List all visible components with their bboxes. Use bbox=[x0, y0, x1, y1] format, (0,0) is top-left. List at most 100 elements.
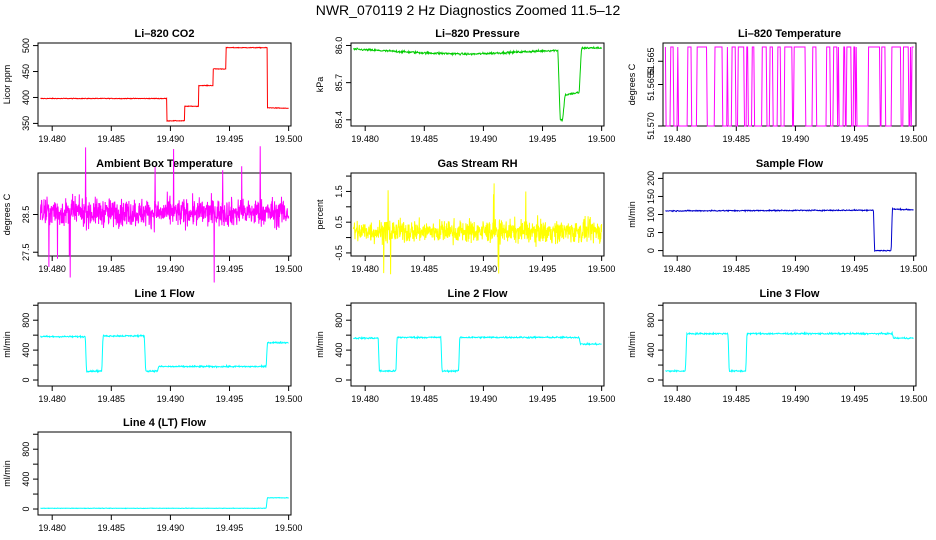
x-tick-label: 19.500 bbox=[588, 394, 616, 404]
x-tick-label: 19.480 bbox=[351, 394, 379, 404]
series-line bbox=[665, 206, 914, 253]
x-tick-label: 19.500 bbox=[900, 394, 928, 404]
y-tick-label: 0 bbox=[21, 507, 31, 512]
series-line bbox=[40, 496, 289, 510]
plot-frame bbox=[662, 302, 917, 387]
x-tick-label: 19.485 bbox=[98, 134, 126, 144]
panel-licor-temp: Li–820 Temperature degrees C 19.480 19.485 1… bbox=[627, 28, 927, 144]
y-tick-label: -0.5 bbox=[334, 245, 344, 261]
y-axis-label: percent bbox=[315, 199, 325, 230]
panel-line2: Line 2 Flow ml/min 19.480 19.485 19.490 19.49… bbox=[315, 288, 615, 404]
series-line bbox=[353, 335, 602, 374]
x-tick-label: 19.490 bbox=[470, 394, 498, 404]
x-tick-label: 19.500 bbox=[588, 134, 616, 144]
y-tick-label: 800 bbox=[334, 313, 344, 328]
y-tick-label: 28.5 bbox=[21, 206, 31, 224]
x-tick-label: 19.485 bbox=[723, 264, 751, 274]
panel-pressure: Li–820 Pressure kPa 19.480 19.485 19.490 19.4… bbox=[315, 28, 615, 144]
plot-frame bbox=[350, 42, 605, 127]
x-tick-label: 19.480 bbox=[38, 264, 66, 274]
y-tick-label: 0.5 bbox=[334, 216, 344, 229]
x-tick-label: 19.490 bbox=[157, 523, 185, 533]
y-tick-label: 400 bbox=[21, 90, 31, 105]
y-tick-label: 400 bbox=[21, 472, 31, 487]
y-tick-label: 85.7 bbox=[334, 74, 344, 92]
panel-line4: Line 4 (LT) Flow ml/min 19.480 19.485 19.490… bbox=[2, 417, 302, 533]
plot-frame bbox=[662, 42, 917, 127]
x-tick-label: 19.500 bbox=[275, 134, 303, 144]
x-tick-label: 19.485 bbox=[98, 523, 126, 533]
panel-title: Line 2 Flow bbox=[448, 288, 508, 300]
x-tick-label: 19.500 bbox=[275, 264, 303, 274]
y-tick-label: 0 bbox=[334, 378, 344, 383]
x-tick-label: 19.490 bbox=[782, 394, 810, 404]
y-axis-label: ml/min bbox=[627, 331, 637, 358]
x-tick-label: 19.480 bbox=[38, 523, 66, 533]
panel-title: Sample Flow bbox=[756, 158, 824, 170]
panel-line1: Line 1 Flow ml/min 19.480 19.485 19.490 19.49… bbox=[2, 288, 302, 404]
panel-box-temp: Ambient Box Temperature degrees C 19.480 19… bbox=[2, 146, 303, 283]
y-tick-label: 51.5655 bbox=[646, 68, 656, 101]
y-tick-label: 0 bbox=[21, 378, 31, 383]
x-tick-label: 19.495 bbox=[529, 134, 557, 144]
y-axis-label: ml/min bbox=[315, 331, 325, 358]
x-tick-label: 19.495 bbox=[529, 394, 557, 404]
panel-rh: Gas Stream RH percent 19.480 19.485 19.490 19… bbox=[315, 158, 615, 275]
x-tick-label: 19.500 bbox=[900, 134, 928, 144]
panel-title: Gas Stream RH bbox=[437, 158, 517, 170]
panel-title: Li–820 CO2 bbox=[135, 28, 195, 40]
y-tick-label: 400 bbox=[21, 343, 31, 358]
x-tick-label: 19.480 bbox=[663, 134, 691, 144]
panel-line3: Line 3 Flow ml/min 19.480 19.485 19.490 19.49… bbox=[627, 288, 927, 404]
y-axis-label: Licor ppm bbox=[2, 65, 12, 105]
y-tick-label: 50 bbox=[646, 228, 656, 238]
x-tick-label: 19.495 bbox=[216, 394, 244, 404]
x-tick-label: 19.485 bbox=[723, 394, 751, 404]
y-tick-label: 51.565 bbox=[646, 47, 656, 75]
panel-title: Li–820 Pressure bbox=[435, 28, 519, 40]
series-line bbox=[665, 330, 914, 373]
x-tick-label: 19.485 bbox=[411, 264, 439, 274]
y-tick-label: 800 bbox=[646, 313, 656, 328]
x-tick-label: 19.495 bbox=[216, 134, 244, 144]
y-tick-label: 150 bbox=[646, 189, 656, 204]
y-axis-label: ml/min bbox=[627, 201, 637, 228]
x-tick-label: 19.495 bbox=[841, 134, 869, 144]
panel-title: Line 3 Flow bbox=[760, 288, 820, 300]
plot-frame bbox=[37, 302, 292, 387]
y-tick-label: 1.5 bbox=[334, 185, 344, 198]
y-axis-label: ml/min bbox=[2, 460, 12, 487]
y-axis-label: degrees C bbox=[2, 193, 12, 235]
x-tick-label: 19.480 bbox=[351, 264, 379, 274]
x-tick-label: 19.485 bbox=[411, 134, 439, 144]
x-tick-label: 19.500 bbox=[900, 264, 928, 274]
y-tick-label: 800 bbox=[21, 442, 31, 457]
y-tick-label: 100 bbox=[646, 207, 656, 222]
y-tick-label: 500 bbox=[21, 38, 31, 53]
x-tick-label: 19.490 bbox=[157, 264, 185, 274]
x-tick-label: 19.480 bbox=[351, 134, 379, 144]
plot-frame bbox=[350, 172, 605, 257]
x-tick-label: 19.495 bbox=[841, 264, 869, 274]
y-tick-label: 86.0 bbox=[334, 37, 344, 55]
series-line bbox=[39, 146, 290, 283]
page-title: NWR_070119 2 Hz Diagnostics Zoomed 11.5–… bbox=[315, 2, 621, 18]
x-tick-label: 19.495 bbox=[841, 394, 869, 404]
y-tick-label: 85.4 bbox=[334, 111, 344, 129]
y-tick-label: 0 bbox=[646, 248, 656, 253]
series-line bbox=[664, 46, 914, 127]
plot-frame bbox=[37, 431, 292, 516]
x-tick-label: 19.500 bbox=[275, 394, 303, 404]
y-tick-label: 200 bbox=[646, 171, 656, 186]
plot-frame bbox=[37, 42, 292, 127]
x-tick-label: 19.480 bbox=[663, 394, 691, 404]
x-tick-label: 19.490 bbox=[470, 134, 498, 144]
x-tick-label: 19.485 bbox=[98, 264, 126, 274]
panel-sample-flow: Sample Flow ml/min 19.480 19.485 19.490 19.49… bbox=[627, 158, 927, 274]
y-tick-label: 400 bbox=[646, 343, 656, 358]
x-tick-label: 19.495 bbox=[216, 264, 244, 274]
series-line bbox=[40, 333, 289, 374]
y-tick-label: 51.570 bbox=[646, 112, 656, 140]
x-tick-label: 19.485 bbox=[98, 394, 126, 404]
x-tick-label: 19.485 bbox=[411, 394, 439, 404]
